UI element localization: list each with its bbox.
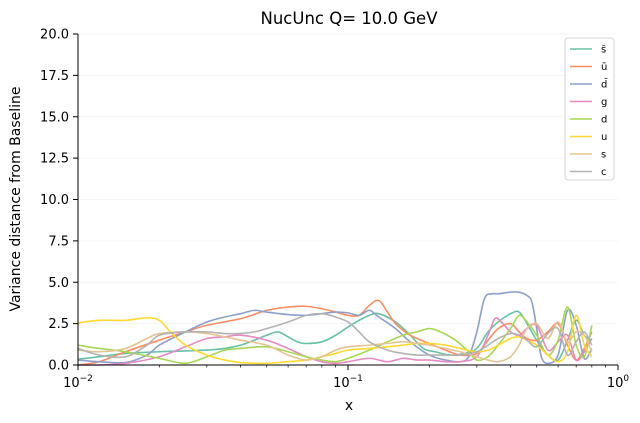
- y-tick-label-1: 2.5: [48, 317, 69, 332]
- x-tick-label-2: 100: [607, 374, 630, 391]
- legend-label-8: c: [601, 167, 607, 178]
- series-lines: [77, 291, 593, 366]
- legend-label-5: d: [601, 115, 607, 126]
- y-tick-label-6: 15.0: [40, 110, 69, 125]
- series-line-5: [77, 306, 593, 365]
- legend-label-3: d̄: [601, 78, 607, 91]
- y-tick-label-0: 0.0: [48, 359, 69, 374]
- y-axis-title: Variance distance from Baseline: [8, 86, 24, 311]
- y-tick-label-7: 17.5: [40, 69, 69, 84]
- chart-title: NucUnc Q= 10.0 GeV: [261, 9, 439, 28]
- series-line-1: [77, 310, 593, 362]
- legend-label-2: ū: [601, 62, 607, 73]
- x-axis-title: x: [345, 398, 353, 414]
- series-line-7: [77, 321, 593, 363]
- x-tick-label-0: 10−2: [63, 374, 93, 391]
- legend-label-4: g: [601, 97, 607, 108]
- y-tick-label-3: 7.5: [48, 234, 69, 249]
- y-tick-label-2: 5.0: [48, 276, 69, 291]
- legend-box: [564, 37, 615, 181]
- legend-label-7: s: [601, 150, 606, 161]
- series-line-2: [77, 299, 593, 366]
- legend-label-1: s̄: [601, 45, 606, 56]
- y-tick-label-8: 20.0: [40, 28, 69, 43]
- x-tick-label-1: 10−1: [333, 374, 363, 391]
- series-line-8: [77, 312, 593, 359]
- x-ticks: 10−2 10−1 100: [63, 365, 629, 391]
- y-ticks: 0.0 2.5 5.0 7.5 10.0 12.5 15.0 17.5 20.0: [40, 28, 78, 374]
- y-tick-label-4: 10.0: [40, 193, 69, 208]
- legend-label-6: u: [601, 132, 607, 143]
- series-line-4: [77, 317, 593, 366]
- y-tick-label-5: 12.5: [40, 152, 69, 167]
